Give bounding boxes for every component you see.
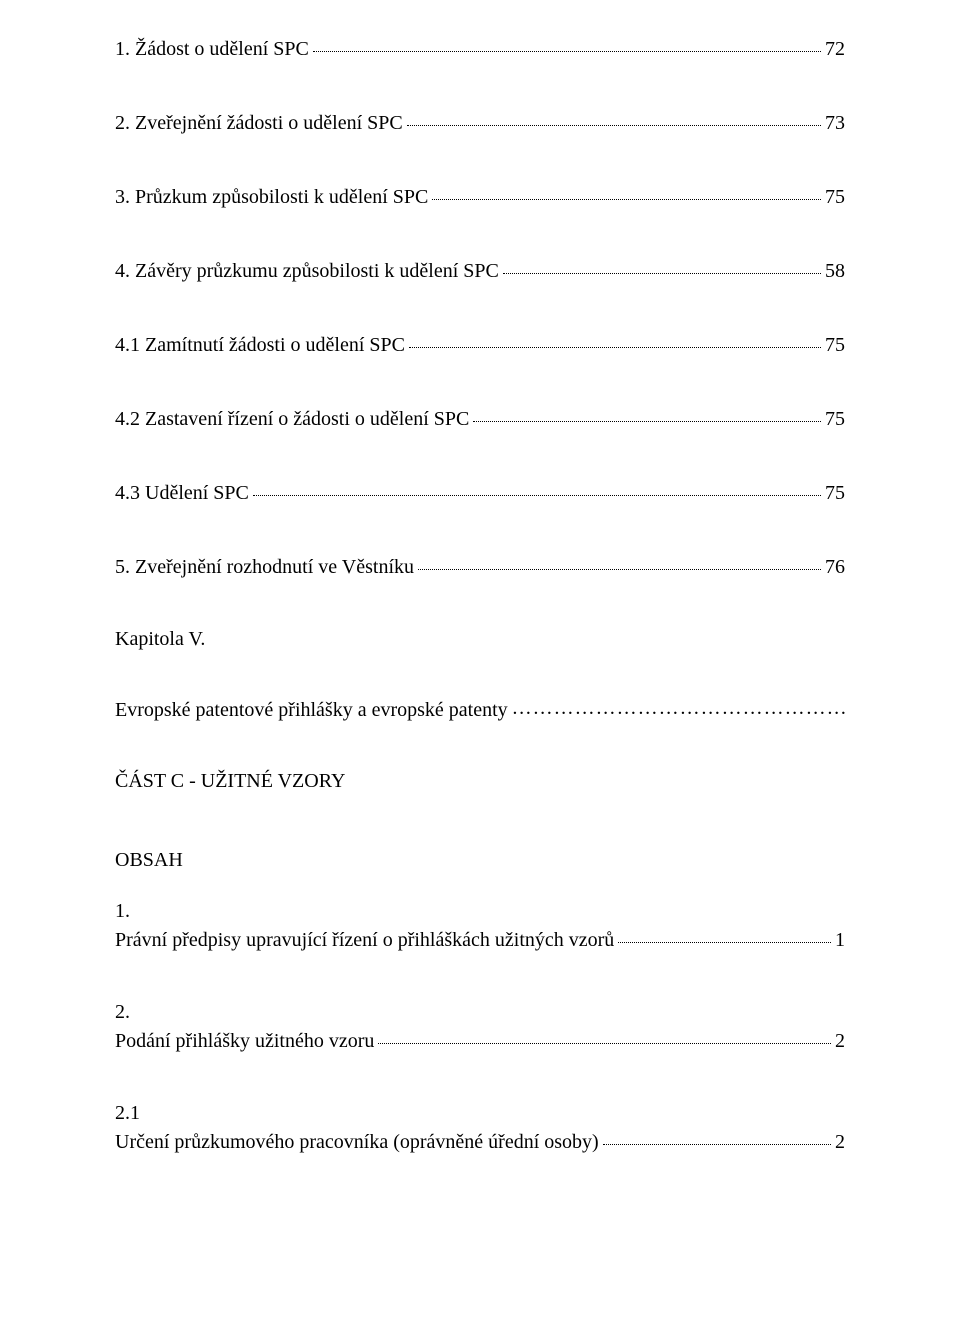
toc-page: 1 xyxy=(835,927,845,953)
toc-dots xyxy=(603,1144,831,1145)
toc-page: 2 xyxy=(835,1028,845,1054)
toc-label: 2. Zveřejnění žádosti o udělení SPC xyxy=(115,110,403,136)
toc-page: 75 xyxy=(825,406,845,432)
toc-page: 75 xyxy=(825,480,845,506)
toc-page: 75 xyxy=(825,332,845,358)
toc-entry: 4.2 Zastavení řízení o žádosti o udělení… xyxy=(115,406,845,432)
toc-entry-two-line: 1. Právní předpisy upravující řízení o p… xyxy=(115,900,845,953)
chapter-dots xyxy=(512,697,845,720)
chapter-line: Evropské patentové přihlášky a evropské … xyxy=(115,699,845,722)
toc-entry-number: 1. xyxy=(115,900,845,923)
toc-label: Podání přihlášky užitného vzoru xyxy=(115,1028,374,1054)
toc-entry: 4. Závěry průzkumu způsobilosti k udělen… xyxy=(115,258,845,284)
toc-dots xyxy=(378,1043,831,1044)
toc-label: 4.1 Zamítnutí žádosti o udělení SPC xyxy=(115,332,405,358)
toc-page: 58 xyxy=(825,258,845,284)
part-heading: ČÁST C - UŽITNÉ VZORY xyxy=(115,770,845,793)
toc-dots xyxy=(473,421,821,422)
toc-page: 2 xyxy=(835,1129,845,1155)
toc-dots xyxy=(432,199,821,200)
toc-page: 73 xyxy=(825,110,845,136)
toc-dots xyxy=(313,51,821,52)
toc-entry: 5. Zveřejnění rozhodnutí ve Věstníku 76 xyxy=(115,554,845,580)
toc-label: 3. Průzkum způsobilosti k udělení SPC xyxy=(115,184,428,210)
toc-page: 72 xyxy=(825,36,845,62)
toc-entry: 2. Zveřejnění žádosti o udělení SPC 73 xyxy=(115,110,845,136)
chapter-heading: Kapitola V. xyxy=(115,628,845,651)
toc-dots xyxy=(253,495,821,496)
toc-entry: 4.3 Udělení SPC 75 xyxy=(115,480,845,506)
toc-dots xyxy=(409,347,821,348)
toc-label: 4. Závěry průzkumu způsobilosti k udělen… xyxy=(115,258,499,284)
toc-page: 76 xyxy=(825,554,845,580)
toc-dots xyxy=(407,125,821,126)
chapter-title: Evropské patentové přihlášky a evropské … xyxy=(115,699,508,722)
toc-entry-two-line: 2. Podání přihlášky užitného vzoru 2 xyxy=(115,1001,845,1054)
toc-label: 1. Žádost o udělení SPC xyxy=(115,36,309,62)
toc-entry-number: 2.1 xyxy=(115,1102,845,1125)
toc-label: Právní předpisy upravující řízení o přih… xyxy=(115,927,614,953)
toc-entry: 3. Průzkum způsobilosti k udělení SPC 75 xyxy=(115,184,845,210)
toc-label: 4.3 Udělení SPC xyxy=(115,480,249,506)
toc-dots xyxy=(618,942,831,943)
toc-label: 5. Zveřejnění rozhodnutí ve Věstníku xyxy=(115,554,414,580)
toc-dots xyxy=(418,569,821,570)
toc-page: 75 xyxy=(825,184,845,210)
toc-entry-number: 2. xyxy=(115,1001,845,1024)
toc-label: Určení průzkumového pracovníka (oprávněn… xyxy=(115,1129,599,1155)
toc-entry: 1. Žádost o udělení SPC 72 xyxy=(115,36,845,62)
toc-entry-two-line: 2.1 Určení průzkumového pracovníka (oprá… xyxy=(115,1102,845,1155)
toc-label: 4.2 Zastavení řízení o žádosti o udělení… xyxy=(115,406,469,432)
toc-dots xyxy=(503,273,821,274)
toc-entry: 4.1 Zamítnutí žádosti o udělení SPC 75 xyxy=(115,332,845,358)
obsah-heading: OBSAH xyxy=(115,849,845,872)
